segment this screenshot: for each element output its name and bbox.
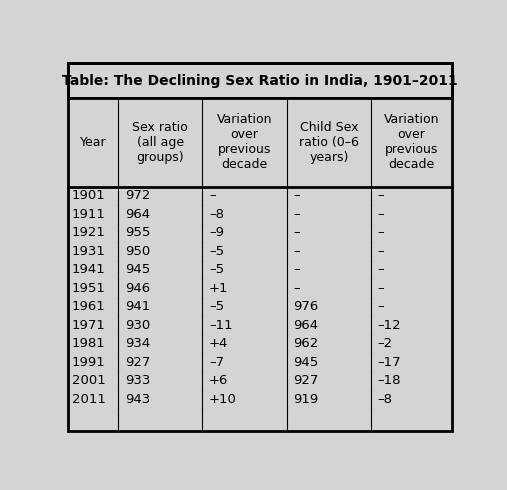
Text: –18: –18 bbox=[378, 374, 401, 387]
Text: 927: 927 bbox=[294, 374, 319, 387]
Text: –11: –11 bbox=[209, 318, 233, 332]
Bar bbox=[68, 98, 452, 187]
Text: 933: 933 bbox=[125, 374, 150, 387]
Text: –7: –7 bbox=[209, 356, 224, 368]
Text: –: – bbox=[378, 226, 384, 239]
Text: 945: 945 bbox=[294, 356, 319, 368]
Bar bbox=[68, 335, 452, 353]
Text: –: – bbox=[209, 189, 215, 202]
Text: +10: +10 bbox=[209, 392, 237, 406]
Text: 2001: 2001 bbox=[72, 374, 106, 387]
Text: 941: 941 bbox=[125, 300, 150, 313]
Bar bbox=[68, 187, 452, 205]
Text: –: – bbox=[294, 189, 300, 202]
Text: 1951: 1951 bbox=[72, 282, 106, 295]
Text: –5: –5 bbox=[209, 263, 224, 276]
Text: –: – bbox=[294, 208, 300, 221]
Text: +6: +6 bbox=[209, 374, 229, 387]
Bar bbox=[68, 408, 452, 432]
Bar bbox=[68, 242, 452, 261]
Text: –12: –12 bbox=[378, 318, 401, 332]
Text: –: – bbox=[294, 245, 300, 258]
Text: –: – bbox=[378, 189, 384, 202]
Text: 955: 955 bbox=[125, 226, 150, 239]
Text: 2011: 2011 bbox=[72, 392, 106, 406]
Text: 946: 946 bbox=[125, 282, 150, 295]
Text: 1911: 1911 bbox=[72, 208, 106, 221]
Text: Child Sex
ratio (0–6
years): Child Sex ratio (0–6 years) bbox=[299, 121, 359, 164]
Text: 964: 964 bbox=[294, 318, 318, 332]
Text: –2: –2 bbox=[378, 337, 392, 350]
Text: 1941: 1941 bbox=[72, 263, 106, 276]
Bar bbox=[68, 297, 452, 316]
Text: –: – bbox=[294, 226, 300, 239]
Text: 1901: 1901 bbox=[72, 189, 106, 202]
Bar bbox=[68, 390, 452, 408]
Text: 962: 962 bbox=[294, 337, 319, 350]
Text: –: – bbox=[378, 282, 384, 295]
Text: 972: 972 bbox=[125, 189, 150, 202]
Text: 976: 976 bbox=[294, 300, 319, 313]
Bar bbox=[68, 261, 452, 279]
Text: 1991: 1991 bbox=[72, 356, 106, 368]
Text: 964: 964 bbox=[125, 208, 150, 221]
Bar bbox=[68, 205, 452, 223]
Text: 930: 930 bbox=[125, 318, 150, 332]
Text: 945: 945 bbox=[125, 263, 150, 276]
Text: Sex ratio
(all age
groups): Sex ratio (all age groups) bbox=[132, 121, 188, 164]
Text: 927: 927 bbox=[125, 356, 150, 368]
Text: Year: Year bbox=[80, 136, 106, 149]
Text: 950: 950 bbox=[125, 245, 150, 258]
Text: –: – bbox=[378, 245, 384, 258]
Bar bbox=[68, 223, 452, 242]
Text: –: – bbox=[294, 282, 300, 295]
Text: 1981: 1981 bbox=[72, 337, 106, 350]
Text: 1971: 1971 bbox=[72, 318, 106, 332]
Text: 1931: 1931 bbox=[72, 245, 106, 258]
Text: Table: The Declining Sex Ratio in India, 1901–2011: Table: The Declining Sex Ratio in India,… bbox=[62, 74, 458, 88]
Text: 919: 919 bbox=[294, 392, 319, 406]
Text: +4: +4 bbox=[209, 337, 229, 350]
Bar bbox=[68, 353, 452, 371]
Bar bbox=[68, 316, 452, 335]
Text: +1: +1 bbox=[209, 282, 229, 295]
Text: 1921: 1921 bbox=[72, 226, 106, 239]
Text: –8: –8 bbox=[378, 392, 392, 406]
Text: 943: 943 bbox=[125, 392, 150, 406]
Text: –5: –5 bbox=[209, 245, 224, 258]
Text: –: – bbox=[378, 263, 384, 276]
Text: –17: –17 bbox=[378, 356, 401, 368]
Bar bbox=[68, 279, 452, 297]
Bar bbox=[68, 63, 452, 98]
Text: –: – bbox=[378, 208, 384, 221]
Text: Variation
over
previous
decade: Variation over previous decade bbox=[384, 113, 439, 172]
Text: –8: –8 bbox=[209, 208, 224, 221]
Bar bbox=[68, 371, 452, 390]
Text: 934: 934 bbox=[125, 337, 150, 350]
Text: Variation
over
previous
decade: Variation over previous decade bbox=[217, 113, 272, 172]
Text: 1961: 1961 bbox=[72, 300, 106, 313]
Text: –9: –9 bbox=[209, 226, 224, 239]
Text: –: – bbox=[294, 263, 300, 276]
Text: –: – bbox=[378, 300, 384, 313]
Text: –5: –5 bbox=[209, 300, 224, 313]
